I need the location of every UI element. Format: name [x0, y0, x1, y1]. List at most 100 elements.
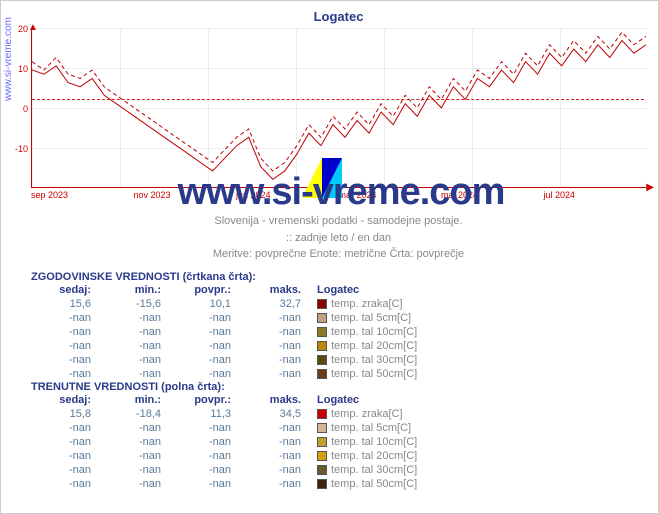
- col-header: maks.: [241, 283, 311, 297]
- table-row: -nan-nan-nan-nantemp. tal 50cm[C]: [31, 477, 427, 491]
- location-header: Logatec: [311, 393, 427, 407]
- hist-title: ZGODOVINSKE VREDNOSTI (črtkana črta):: [31, 271, 646, 283]
- series-label: temp. tal 10cm[C]: [311, 325, 427, 339]
- value-cell: -nan: [241, 325, 311, 339]
- value-cell: -nan: [31, 421, 101, 435]
- chart-title: Logatec: [31, 9, 646, 24]
- series-label: temp. tal 20cm[C]: [311, 339, 427, 353]
- value-cell: -nan: [101, 477, 171, 491]
- table-row: -nan-nan-nan-nantemp. tal 50cm[C]: [31, 367, 427, 381]
- xtick: mar 2024: [339, 190, 442, 200]
- value-cell: -nan: [31, 435, 101, 449]
- col-header: min.:: [101, 283, 171, 297]
- value-cell: -nan: [241, 477, 311, 491]
- value-cell: 15,6: [31, 297, 101, 311]
- color-swatch-icon: [317, 465, 327, 475]
- value-cell: -nan: [171, 339, 241, 353]
- site-logo-icon: [302, 158, 342, 198]
- ytick: 20: [10, 24, 28, 34]
- color-swatch-icon: [317, 327, 327, 337]
- data-tables: ZGODOVINSKE VREDNOSTI (črtkana črta): se…: [31, 271, 646, 491]
- color-swatch-icon: [317, 299, 327, 309]
- value-cell: -nan: [241, 449, 311, 463]
- table-row: -nan-nan-nan-nantemp. tal 20cm[C]: [31, 449, 427, 463]
- value-cell: -nan: [31, 463, 101, 477]
- xtick: nov 2023: [134, 190, 237, 200]
- value-cell: 34,5: [241, 407, 311, 421]
- value-cell: -nan: [241, 339, 311, 353]
- value-cell: 10,1: [171, 297, 241, 311]
- series-label: temp. tal 10cm[C]: [311, 435, 427, 449]
- table-row: -nan-nan-nan-nantemp. tal 10cm[C]: [31, 435, 427, 449]
- series-label: temp. tal 30cm[C]: [311, 353, 427, 367]
- color-swatch-icon: [317, 341, 327, 351]
- xtick: maj 2024: [441, 190, 544, 200]
- value-cell: -nan: [101, 339, 171, 353]
- series-label: temp. tal 50cm[C]: [311, 477, 427, 491]
- value-cell: -nan: [101, 325, 171, 339]
- value-cell: -nan: [31, 325, 101, 339]
- value-cell: -nan: [171, 477, 241, 491]
- value-cell: -nan: [31, 339, 101, 353]
- axis-arrow-x: ▶: [646, 182, 654, 193]
- table-row: -nan-nan-nan-nantemp. tal 30cm[C]: [31, 353, 427, 367]
- col-header: maks.: [241, 393, 311, 407]
- value-cell: -nan: [101, 367, 171, 381]
- chart-area: Logatec ▲ ▶ 20 10 0 -10 sep 2023 nov 202…: [31, 9, 646, 204]
- location-header: Logatec: [311, 283, 427, 297]
- curr-table: sedaj:min.:povpr.:maks.Logatec15,8-18,41…: [31, 393, 427, 491]
- series-label: temp. tal 50cm[C]: [311, 367, 427, 381]
- series-label: temp. tal 20cm[C]: [311, 449, 427, 463]
- value-cell: -nan: [171, 463, 241, 477]
- col-header: sedaj:: [31, 283, 101, 297]
- hist-table: sedaj:min.:povpr.:maks.Logatec 15,6-15,61…: [31, 283, 427, 381]
- value-cell: -nan: [171, 421, 241, 435]
- value-cell: -nan: [171, 449, 241, 463]
- desc-line: Meritve: povprečne Enote: metrične Črta:…: [31, 246, 646, 263]
- series-label: temp. tal 5cm[C]: [311, 311, 427, 325]
- value-cell: -nan: [101, 311, 171, 325]
- value-cell: -nan: [241, 463, 311, 477]
- desc-line: Slovenija - vremenski podatki - samodejn…: [31, 213, 646, 230]
- value-cell: -18,4: [101, 407, 171, 421]
- value-cell: -nan: [171, 353, 241, 367]
- col-header: povpr.:: [171, 283, 241, 297]
- value-cell: -nan: [101, 353, 171, 367]
- value-cell: -nan: [171, 367, 241, 381]
- value-cell: 11,3: [171, 407, 241, 421]
- ytick: 10: [10, 64, 28, 74]
- value-cell: -nan: [31, 311, 101, 325]
- value-cell: -nan: [101, 421, 171, 435]
- value-cell: -nan: [171, 325, 241, 339]
- value-cell: -nan: [241, 353, 311, 367]
- color-swatch-icon: [317, 409, 327, 419]
- chart-plot: ▲ ▶ 20 10 0 -10: [31, 28, 646, 188]
- page-root: www.si-vreme.com Logatec ▲ ▶ 20 10 0 -10…: [0, 0, 659, 514]
- series-label: temp. tal 30cm[C]: [311, 463, 427, 477]
- value-cell: -15,6: [101, 297, 171, 311]
- col-header: min.:: [101, 393, 171, 407]
- ytick: 0: [10, 104, 28, 114]
- xtick: jul 2024: [544, 190, 647, 200]
- ytick: -10: [10, 144, 28, 154]
- value-cell: -nan: [101, 435, 171, 449]
- value-cell: -nan: [101, 463, 171, 477]
- color-swatch-icon: [317, 437, 327, 447]
- value-cell: -nan: [241, 435, 311, 449]
- value-cell: -nan: [241, 367, 311, 381]
- description-block: Slovenija - vremenski podatki - samodejn…: [31, 213, 646, 263]
- table-row: -nan-nan-nan-nantemp. tal 5cm[C]: [31, 311, 427, 325]
- value-cell: -nan: [171, 435, 241, 449]
- curr-title: TRENUTNE VREDNOSTI (polna črta):: [31, 381, 646, 393]
- color-swatch-icon: [317, 369, 327, 379]
- table-row: -nan-nan-nan-nantemp. tal 30cm[C]: [31, 463, 427, 477]
- table-row: 15,8-18,411,334,5temp. zraka[C]: [31, 407, 427, 421]
- table-row: -nan-nan-nan-nantemp. tal 10cm[C]: [31, 325, 427, 339]
- value-cell: -nan: [31, 367, 101, 381]
- col-header: sedaj:: [31, 393, 101, 407]
- series-label: temp. zraka[C]: [311, 297, 427, 311]
- table-row: -nan-nan-nan-nantemp. tal 20cm[C]: [31, 339, 427, 353]
- color-swatch-icon: [317, 355, 327, 365]
- series-label: temp. zraka[C]: [311, 407, 427, 421]
- color-swatch-icon: [317, 313, 327, 323]
